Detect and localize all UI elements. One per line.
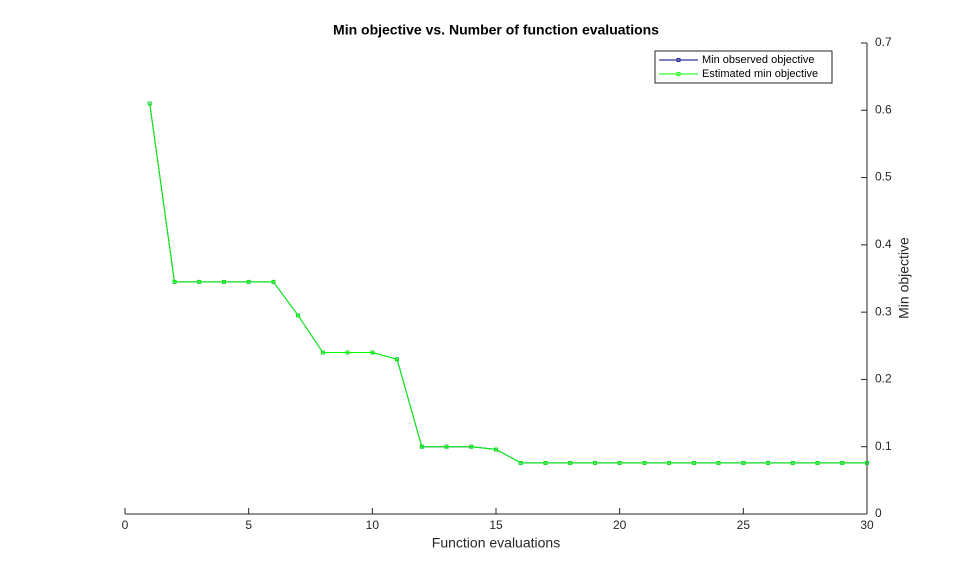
y-tick-label: 0: [875, 506, 882, 520]
point: [345, 350, 350, 355]
y-axis-label: Min objective: [896, 237, 912, 319]
point: [741, 460, 746, 465]
point: [642, 460, 647, 465]
point: [419, 444, 424, 449]
point: [617, 460, 622, 465]
x-tick-label: 15: [489, 518, 503, 532]
y-tick-label: 0.3: [875, 304, 892, 318]
x-tick-label: 10: [366, 518, 380, 532]
point: [815, 460, 820, 465]
point: [691, 460, 696, 465]
legend-label: Min observed objective: [702, 54, 815, 66]
y-tick-label: 0.6: [875, 102, 892, 116]
series-line: [149, 103, 867, 464]
point: [593, 460, 597, 465]
x-tick-label: 20: [613, 518, 627, 532]
legend-label: Estimated min objective: [702, 68, 818, 80]
x-tick-label: 0: [122, 518, 129, 532]
point: [296, 313, 301, 318]
y-tick-label: 0.7: [875, 35, 892, 49]
point: [469, 444, 474, 449]
point: [790, 460, 795, 465]
point: [222, 279, 226, 284]
point: [444, 444, 449, 449]
y-tick-label: 0.1: [875, 439, 892, 453]
x-axis-label: Function evaluations: [432, 535, 560, 551]
point: [667, 460, 672, 465]
x-tick-label: 5: [245, 518, 252, 532]
legend-marker: [676, 72, 681, 76]
point: [494, 447, 498, 452]
y-tick-label: 0.4: [875, 237, 892, 251]
point: [172, 279, 177, 284]
point: [320, 350, 325, 355]
point: [716, 460, 721, 465]
point: [246, 279, 251, 284]
legend-box: [654, 50, 833, 84]
point: [840, 460, 845, 465]
y-tick-label: 0.5: [875, 170, 892, 184]
point: [271, 279, 276, 284]
x-tick-label: 30: [860, 518, 874, 532]
x-tick-label: 25: [737, 518, 751, 532]
legend-marker: [676, 58, 681, 62]
point: [197, 279, 202, 284]
point: [543, 460, 548, 465]
point: [766, 460, 770, 465]
point: [568, 460, 573, 465]
point: [147, 101, 152, 106]
point: [370, 350, 375, 355]
point: [518, 460, 523, 465]
chart-title: Min objective vs. Number of function eva…: [333, 22, 659, 38]
point: [395, 357, 399, 362]
point: [865, 460, 869, 465]
y-tick-label: 0.2: [875, 372, 892, 386]
